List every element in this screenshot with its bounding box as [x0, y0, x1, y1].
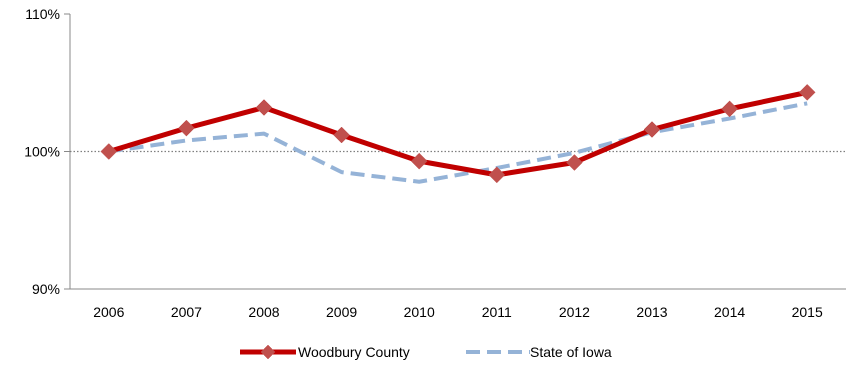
- x-tick-label: 2010: [404, 304, 435, 320]
- x-tick-label: 2006: [93, 304, 124, 320]
- series-line-state-of-iowa: [108, 101, 808, 184]
- y-tick-label: 110%: [25, 6, 60, 22]
- data-point-marker: [410, 152, 428, 170]
- x-tick-label: 2014: [714, 304, 745, 320]
- x-tick-label: 2015: [792, 304, 823, 320]
- x-tick-label: 2009: [326, 304, 357, 320]
- x-tick-label: 2012: [559, 304, 590, 320]
- data-point-marker: [721, 100, 738, 118]
- series-group: [100, 84, 816, 184]
- data-point-marker: [566, 154, 583, 171]
- legend: Woodbury County State of Iowa: [240, 344, 612, 360]
- data-point-marker: [255, 99, 273, 116]
- data-point-marker: [488, 166, 506, 184]
- x-tick-label: 2008: [248, 304, 279, 320]
- legend-marker-woodbury-county: [260, 344, 276, 360]
- data-point-marker: [100, 143, 118, 160]
- x-axis-ticks: 2006 2007 2008 2009 2010 2011 2012 2013 2014 2015: [93, 304, 823, 320]
- y-axis-ticks: 90% 100% 110%: [24, 6, 70, 297]
- data-point-marker: [643, 121, 661, 138]
- legend-label-state-of-iowa: State of Iowa: [530, 344, 612, 360]
- series-line-woodbury-county: [108, 89, 808, 178]
- y-tick-label: 100%: [24, 144, 60, 160]
- data-point-marker: [333, 126, 350, 144]
- x-tick-label: 2013: [636, 304, 667, 320]
- x-tick-label: 2011: [482, 304, 512, 320]
- data-point-marker: [798, 84, 816, 101]
- x-tick-label: 2007: [171, 304, 202, 320]
- legend-label-woodbury-county: Woodbury County: [298, 344, 410, 360]
- data-point-marker: [178, 119, 195, 137]
- y-tick-label: 90%: [32, 281, 60, 297]
